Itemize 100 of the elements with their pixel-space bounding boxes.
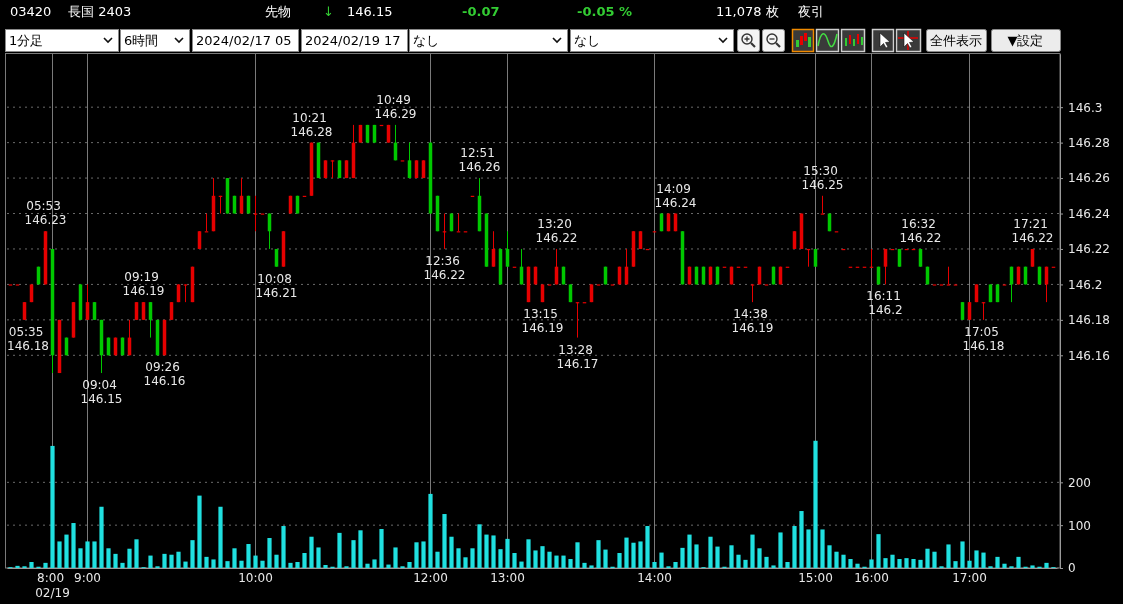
x-tick-label: 10:00: [238, 570, 273, 585]
x-tick-label: 14:00: [637, 570, 672, 585]
bar: [435, 551, 440, 568]
bar: [127, 548, 132, 568]
x-tick-label: 12:00: [413, 570, 448, 585]
bar: [680, 547, 685, 568]
bar: [1002, 563, 1007, 568]
bar: [890, 554, 895, 568]
bar: [967, 560, 972, 568]
bar: [169, 554, 174, 568]
bar: [624, 537, 629, 568]
bar: [932, 551, 937, 568]
bar: [491, 535, 496, 568]
x-tick-label: 13:00: [490, 570, 525, 585]
text: ↓: [323, 4, 334, 19]
text: 2024/02/17 05: [196, 33, 292, 48]
bar: [806, 529, 811, 568]
text: 16:11 146.2: [866, 289, 903, 318]
bar: [316, 547, 321, 568]
text: 05:35 146.18: [7, 324, 49, 353]
bar: [274, 554, 279, 568]
bar: [820, 529, 825, 568]
y-tick-label: 146.22: [1068, 242, 1110, 257]
bar: [246, 544, 251, 568]
bar: [505, 538, 510, 568]
bar: [974, 550, 979, 568]
bar: [547, 551, 552, 568]
annotation: 146.15: [80, 392, 123, 407]
bar: [981, 552, 986, 568]
text: 11,078 枚: [716, 4, 779, 19]
bar: [29, 562, 34, 568]
bar: [596, 540, 601, 568]
bar: [694, 544, 699, 568]
bar: [554, 555, 559, 568]
y-tick-label: 146.16: [1068, 348, 1110, 363]
candlestick: [946, 266, 951, 286]
text: 10:49 146.29: [374, 92, 417, 121]
bar: [953, 561, 958, 568]
text: 1分足: [9, 33, 44, 48]
bar: [652, 562, 657, 568]
bar: [162, 553, 167, 568]
bar: [78, 548, 83, 568]
text: 10:08 146.21: [255, 271, 298, 300]
bar: [309, 536, 314, 568]
bar: [183, 561, 188, 568]
bar: [771, 565, 776, 568]
bar: [645, 526, 650, 568]
text: なし: [574, 33, 600, 48]
y-tick-label: 146.28: [1068, 135, 1110, 150]
bar: [386, 564, 391, 568]
text: 10:21 146.28: [290, 110, 333, 139]
bar: [239, 560, 244, 568]
bar: [589, 565, 594, 568]
bar: [463, 557, 468, 568]
bar: [904, 558, 909, 568]
bar: [659, 552, 664, 568]
bar: [295, 562, 300, 568]
x-tick-label: 16:00: [854, 570, 889, 585]
bar: [603, 549, 608, 568]
text: 先物: [265, 4, 291, 19]
bar: [92, 541, 97, 568]
bar: [15, 565, 20, 568]
bar: [631, 542, 636, 568]
bar: [1016, 556, 1021, 568]
text: 17:05 146.18: [962, 324, 1005, 353]
y2-tick-label: 0: [1068, 561, 1076, 576]
bar: [260, 560, 265, 568]
text: 長国 2403: [68, 4, 132, 19]
bar: [911, 559, 916, 568]
bar: [708, 536, 713, 568]
bar: [428, 493, 433, 568]
bar: [71, 523, 76, 568]
text: 13:15 146.19: [521, 307, 564, 336]
text: 146.15: [347, 4, 393, 19]
bar: [302, 553, 307, 568]
bar: [533, 550, 538, 568]
bar: [281, 526, 286, 568]
bar: [750, 534, 755, 568]
bar: [484, 534, 489, 568]
bar: [561, 555, 566, 568]
bar: [582, 562, 587, 568]
bar: [372, 559, 377, 568]
bar: [813, 440, 818, 568]
bar: [365, 563, 370, 568]
bar: [512, 553, 517, 568]
bar: [715, 546, 720, 568]
bar: [337, 532, 342, 568]
y-tick-label: 146.18: [1068, 313, 1110, 328]
y-tick-label: 146.2: [1068, 277, 1103, 292]
y2-tick-label: 200: [1068, 475, 1091, 490]
bar: [617, 553, 622, 568]
bar: [841, 554, 846, 568]
bar: [960, 541, 965, 568]
y2-tick-label: 100: [1068, 518, 1091, 533]
bar: [764, 556, 769, 568]
bar: [414, 542, 419, 568]
bar: [211, 559, 216, 568]
x-tick-label: 15:00: [798, 570, 833, 585]
bar: [498, 549, 503, 568]
text: なし: [413, 33, 439, 48]
